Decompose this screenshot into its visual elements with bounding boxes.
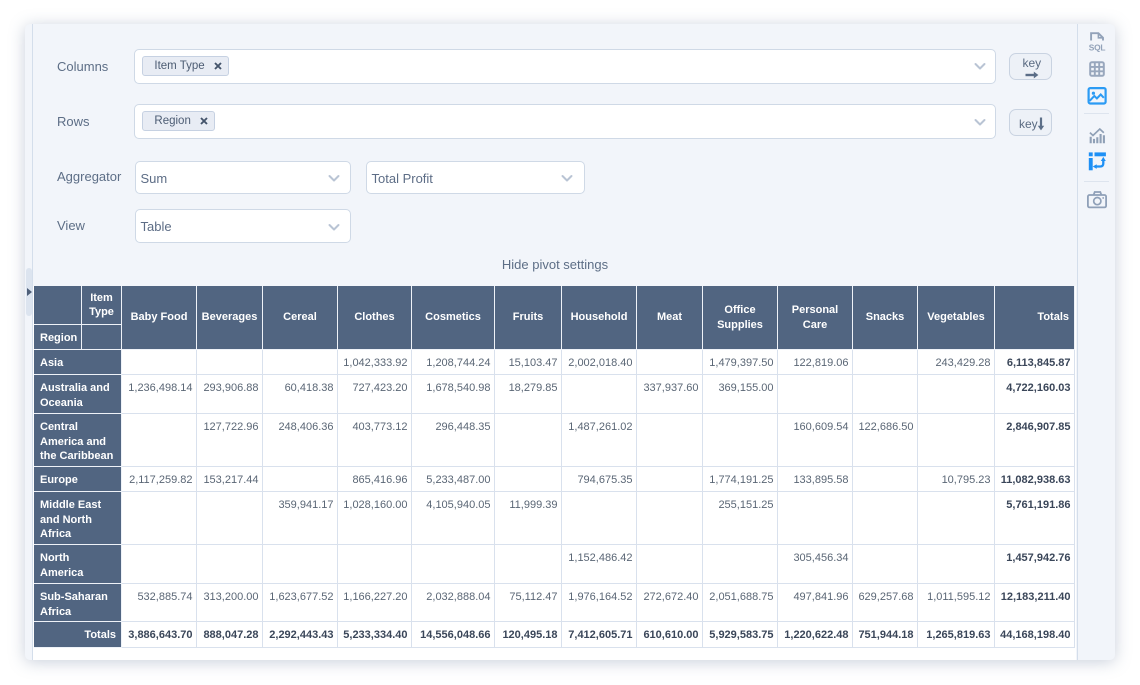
svg-text:SQL: SQL — [1088, 42, 1105, 52]
